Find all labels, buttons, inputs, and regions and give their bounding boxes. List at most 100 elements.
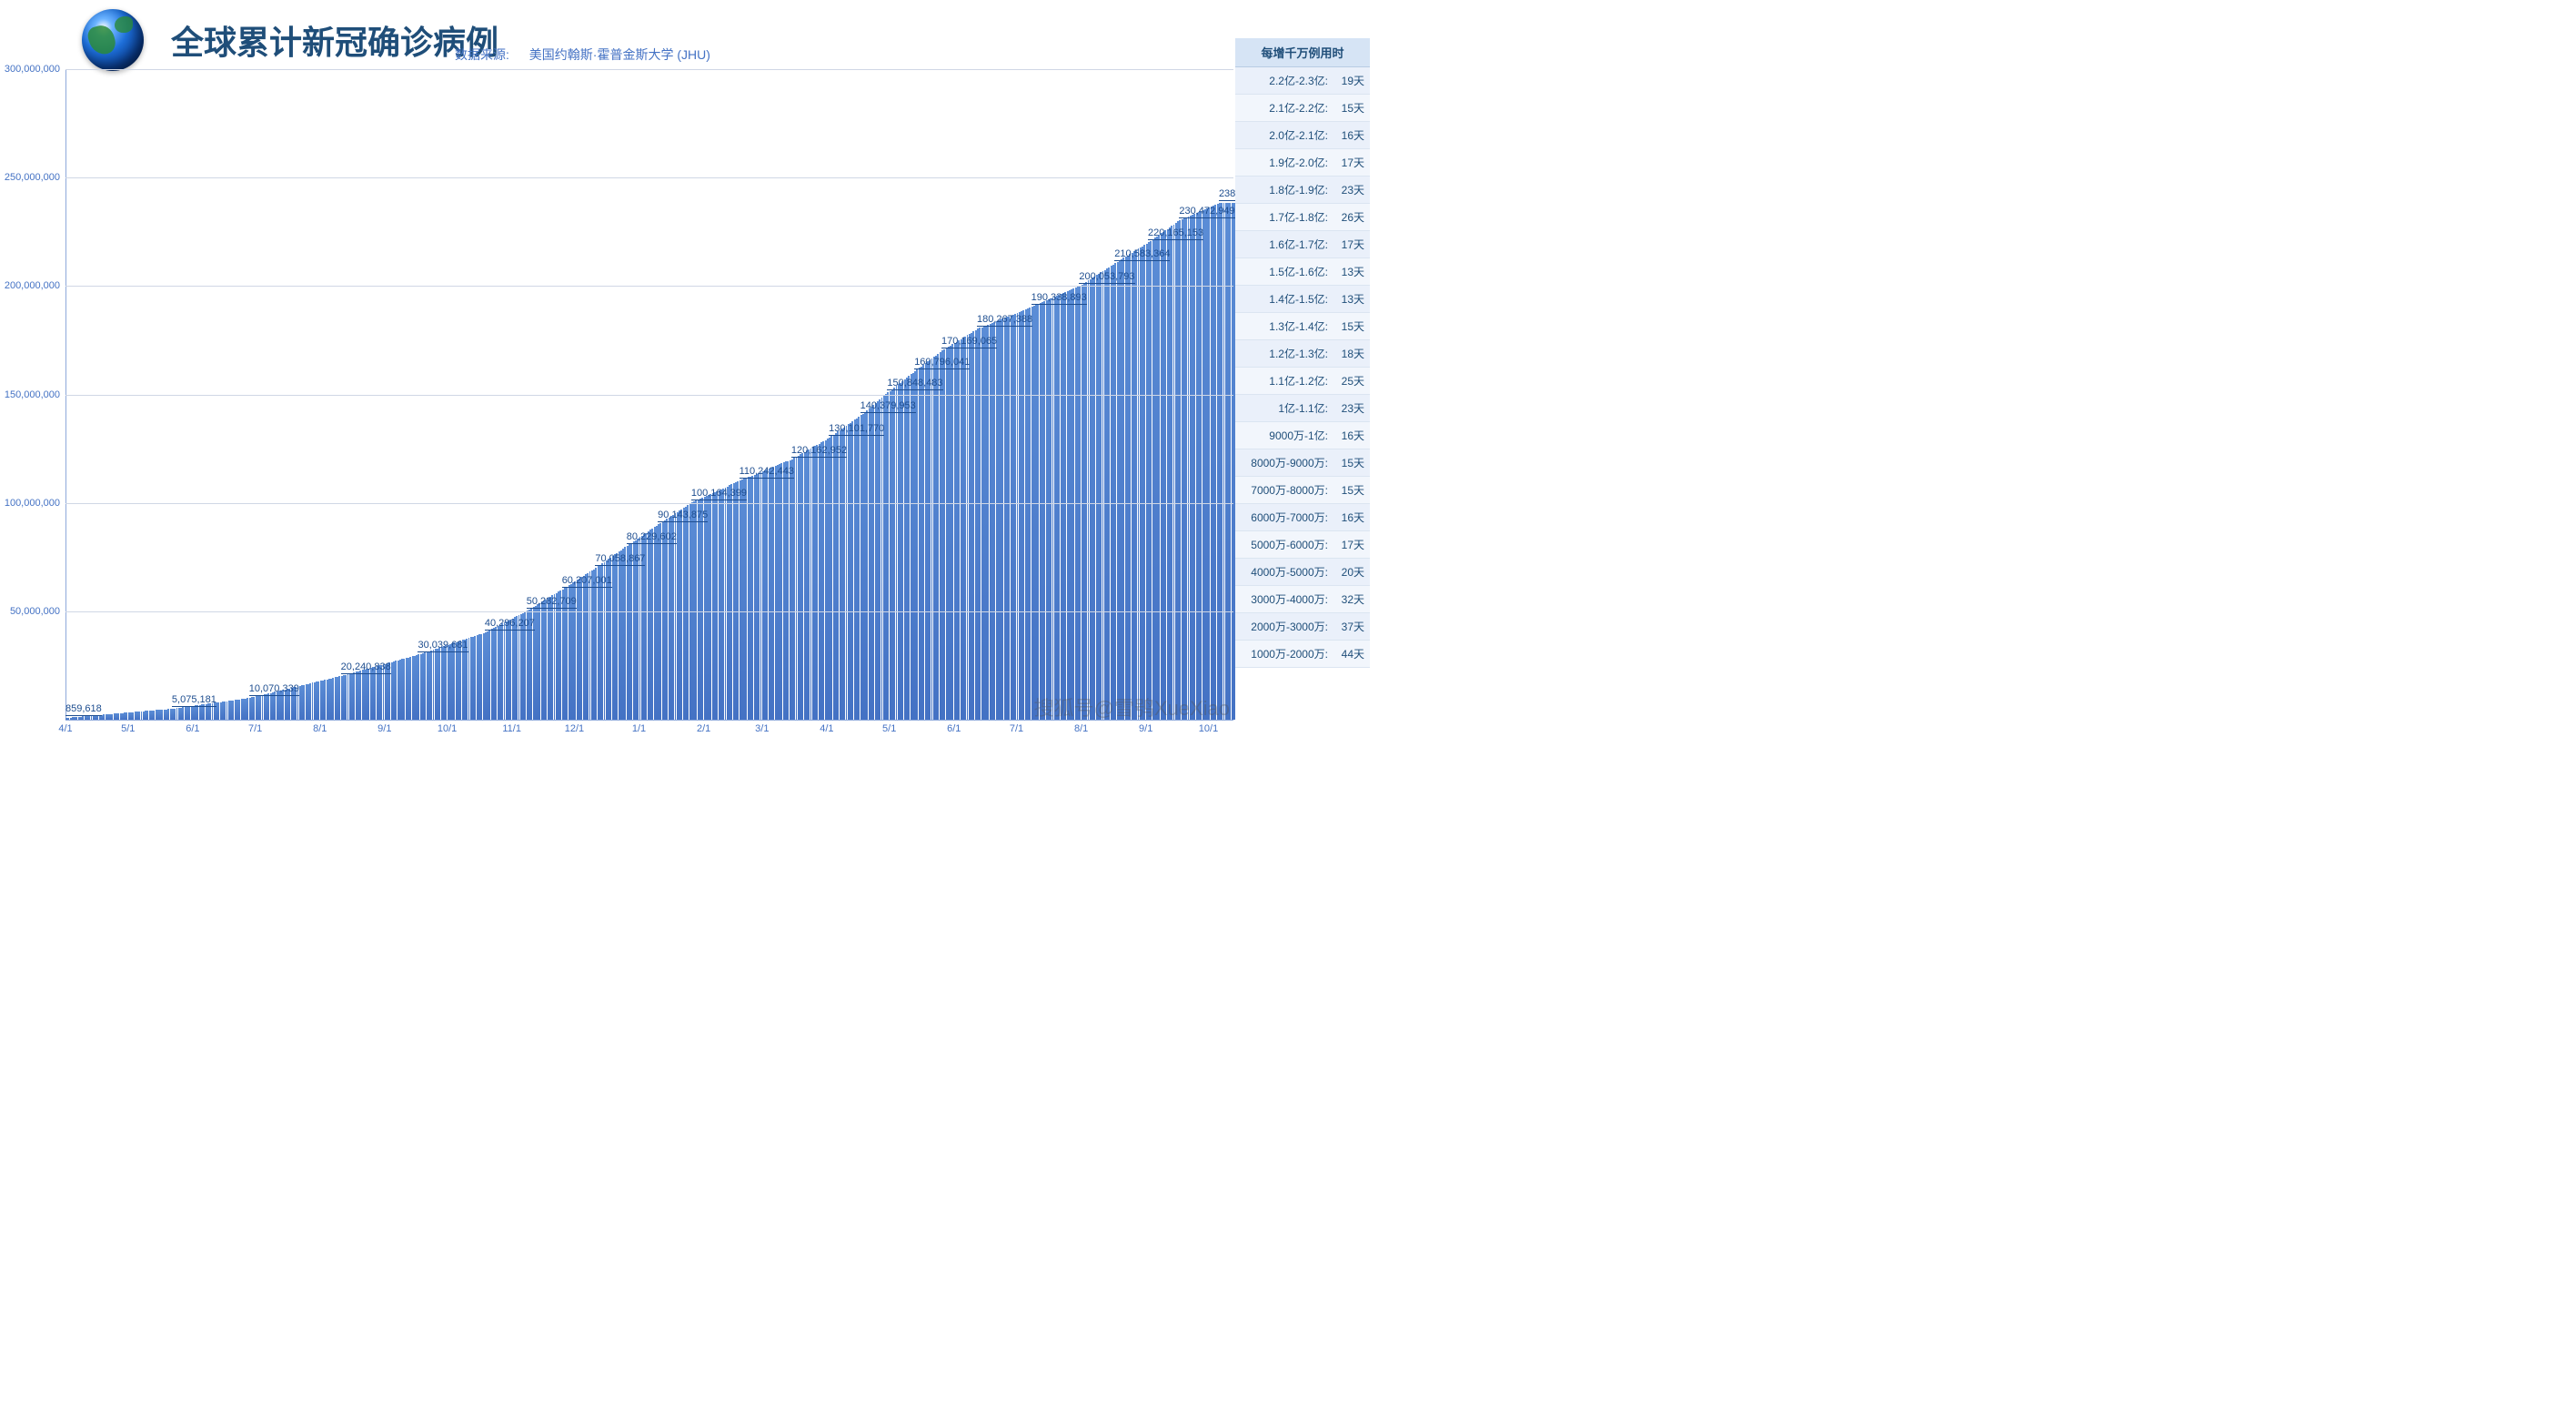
interval-days: 19天 xyxy=(1332,67,1370,94)
milestone-label: 230,472,949 xyxy=(1179,206,1234,218)
interval-days: 15天 xyxy=(1332,313,1370,339)
y-tick-label: 200,000,000 xyxy=(5,280,60,291)
milestone-label: 110,242,443 xyxy=(740,466,794,479)
interval-row: 8000万-9000万:15天 xyxy=(1235,449,1370,477)
interval-days: 23天 xyxy=(1332,177,1370,203)
interval-range: 1亿-1.1亿: xyxy=(1235,395,1332,421)
interval-days: 26天 xyxy=(1332,204,1370,230)
x-tick-label: 8/1 xyxy=(313,723,327,734)
milestone-label: 200,053,793 xyxy=(1079,271,1134,284)
chart-header: 全球累计新冠确诊病例 数据来源: 美国约翰斯·霍普金斯大学 (JHU) xyxy=(82,9,1230,71)
chart-title: 全球累计新冠确诊病例 xyxy=(171,16,498,64)
x-tick-label: 9/1 xyxy=(377,723,391,734)
milestone-label: 80,229,602 xyxy=(627,531,677,544)
milestone-label: 120,162,952 xyxy=(791,445,847,458)
interval-days: 16天 xyxy=(1332,504,1370,530)
interval-row: 1.4亿-1.5亿:13天 xyxy=(1235,286,1370,313)
y-tick-label: 100,000,000 xyxy=(5,498,60,509)
x-tick-label: 5/1 xyxy=(121,723,135,734)
x-tick-label: 8/1 xyxy=(1074,723,1088,734)
interval-row: 1000万-2000万:44天 xyxy=(1235,641,1370,668)
interval-row: 1.9亿-2.0亿:17天 xyxy=(1235,149,1370,177)
gridline xyxy=(65,69,1233,70)
interval-range: 1.7亿-1.8亿: xyxy=(1235,204,1332,230)
interval-range: 1000万-2000万: xyxy=(1235,641,1332,667)
interval-range: 4000万-5000万: xyxy=(1235,559,1332,585)
milestone-label: 150,848,483 xyxy=(887,378,942,390)
milestone-label: 10,070,339 xyxy=(249,683,299,696)
x-tick-label: 1/1 xyxy=(632,723,646,734)
interval-days: 15天 xyxy=(1332,449,1370,476)
interval-range: 1.3亿-1.4亿: xyxy=(1235,313,1332,339)
interval-days: 17天 xyxy=(1332,149,1370,176)
interval-range: 8000万-9000万: xyxy=(1235,449,1332,476)
interval-range: 1.6亿-1.7亿: xyxy=(1235,231,1332,257)
interval-row: 9000万-1亿:16天 xyxy=(1235,422,1370,449)
milestone-label: 40,296,207 xyxy=(485,618,535,631)
globe-icon xyxy=(82,9,144,71)
interval-row: 1.8亿-1.9亿:23天 xyxy=(1235,177,1370,204)
interval-range: 3000万-4000万: xyxy=(1235,586,1332,612)
interval-range: 6000万-7000万: xyxy=(1235,504,1332,530)
x-tick-label: 4/1 xyxy=(820,723,833,734)
milestone-label: 100,164,399 xyxy=(691,488,747,500)
milestone-label: 140,379,953 xyxy=(860,400,916,413)
interval-range: 2.0亿-2.1亿: xyxy=(1235,122,1332,148)
interval-row: 1.6亿-1.7亿:17天 xyxy=(1235,231,1370,258)
x-tick-label: 4/1 xyxy=(58,723,72,734)
interval-row: 1亿-1.1亿:23天 xyxy=(1235,395,1370,422)
x-tick-label: 11/1 xyxy=(502,723,521,734)
interval-days: 18天 xyxy=(1332,340,1370,367)
source-value: 美国约翰斯·霍普金斯大学 (JHU) xyxy=(529,47,710,62)
interval-range: 1.4亿-1.5亿: xyxy=(1235,286,1332,312)
gridline xyxy=(65,503,1233,504)
gridline xyxy=(65,611,1233,612)
milestone-label: 180,267,388 xyxy=(977,314,1032,327)
interval-days: 17天 xyxy=(1332,531,1370,558)
milestone-label: 70,058,867 xyxy=(595,553,645,566)
interval-row: 6000万-7000万:16天 xyxy=(1235,504,1370,531)
interval-range: 5000万-6000万: xyxy=(1235,531,1332,558)
milestone-label: 20,240,838 xyxy=(341,661,391,674)
interval-table-body: 2.2亿-2.3亿:19天2.1亿-2.2亿:15天2.0亿-2.1亿:16天1… xyxy=(1235,67,1370,668)
interval-days: 23天 xyxy=(1332,395,1370,421)
gridline xyxy=(65,286,1233,287)
y-tick-label: 250,000,000 xyxy=(5,172,60,183)
x-axis: 4/15/16/17/18/19/110/111/112/11/12/13/14… xyxy=(65,720,1233,749)
interval-days: 13天 xyxy=(1332,258,1370,285)
gridline xyxy=(65,177,1233,178)
interval-range: 1.8亿-1.9亿: xyxy=(1235,177,1332,203)
interval-range: 2.2亿-2.3亿: xyxy=(1235,67,1332,94)
interval-days: 37天 xyxy=(1332,613,1370,640)
interval-days: 16天 xyxy=(1332,422,1370,449)
x-tick-label: 5/1 xyxy=(882,723,896,734)
milestone-label: 160,796,041 xyxy=(914,357,970,369)
interval-table-header: 每增千万例用时 xyxy=(1235,38,1370,67)
interval-table: 每增千万例用时 2.2亿-2.3亿:19天2.1亿-2.2亿:15天2.0亿-2… xyxy=(1235,38,1370,668)
interval-row: 2.0亿-2.1亿:16天 xyxy=(1235,122,1370,149)
interval-row: 2.1亿-2.2亿:15天 xyxy=(1235,95,1370,122)
milestone-label: 5,075,181 xyxy=(172,694,216,707)
y-tick-label: 300,000,000 xyxy=(5,64,60,75)
x-tick-label: 7/1 xyxy=(248,723,262,734)
y-tick-label: 50,000,000 xyxy=(10,606,60,617)
interval-days: 15天 xyxy=(1332,477,1370,503)
interval-row: 1.3亿-1.4亿:15天 xyxy=(1235,313,1370,340)
x-tick-label: 6/1 xyxy=(947,723,961,734)
gridline xyxy=(65,720,1233,721)
milestone-label: 60,207,001 xyxy=(562,575,612,588)
interval-row: 1.5亿-1.6亿:13天 xyxy=(1235,258,1370,286)
interval-range: 1.5亿-1.6亿: xyxy=(1235,258,1332,285)
milestone-label: 130,101,770 xyxy=(829,423,884,436)
x-tick-label: 9/1 xyxy=(1139,723,1152,734)
interval-row: 2000万-3000万:37天 xyxy=(1235,613,1370,641)
x-tick-label: 10/1 xyxy=(1199,723,1218,734)
interval-days: 44天 xyxy=(1332,641,1370,667)
data-source: 数据来源: 美国约翰斯·霍普金斯大学 (JHU) xyxy=(455,45,710,64)
milestone-label: 220,165,153 xyxy=(1148,227,1203,240)
interval-row: 7000万-8000万:15天 xyxy=(1235,477,1370,504)
interval-days: 25天 xyxy=(1332,368,1370,394)
interval-row: 1.7亿-1.8亿:26天 xyxy=(1235,204,1370,231)
y-axis: 50,000,000100,000,000150,000,000200,000,… xyxy=(0,69,65,720)
x-tick-label: 3/1 xyxy=(755,723,769,734)
